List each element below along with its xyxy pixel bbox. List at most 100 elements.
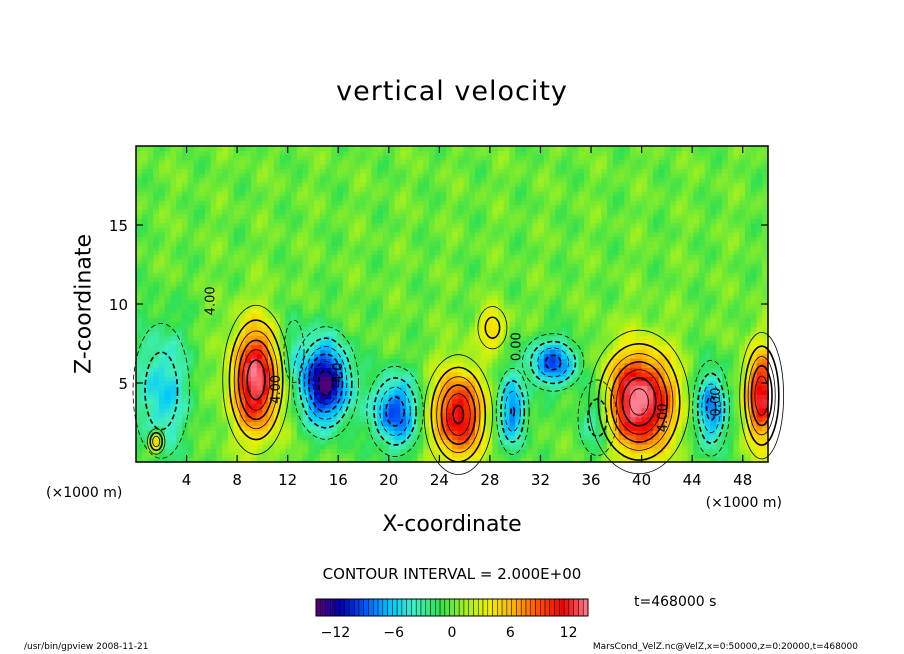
- heatmap-cell: [279, 290, 286, 296]
- heatmap-cell: [383, 254, 390, 260]
- heatmap-cell: [158, 430, 166, 436]
- heatmap-cell: [503, 385, 511, 391]
- heatmap-cell: [141, 150, 149, 156]
- heatmap-cell: [526, 222, 534, 228]
- heatmap-cell: [365, 416, 373, 422]
- heatmap-cell: [147, 267, 154, 273]
- heatmap-cell: [262, 353, 269, 359]
- heatmap-cell: [411, 186, 419, 192]
- heatmap-cell: [314, 218, 321, 224]
- heatmap-cell: [360, 421, 367, 427]
- heatmap-cell: [193, 448, 200, 454]
- heatmap-cell: [526, 263, 534, 269]
- heatmap-cell: [463, 362, 470, 368]
- heatmap-cell: [141, 398, 149, 404]
- heatmap-cell: [325, 146, 332, 152]
- heatmap-cell: [158, 340, 166, 346]
- heatmap-cell: [331, 150, 338, 156]
- heatmap-cell: [377, 218, 384, 224]
- heatmap-cell: [170, 249, 177, 255]
- heatmap-cell: [319, 209, 327, 215]
- heatmap-cell: [503, 218, 511, 224]
- heatmap-cell: [204, 380, 212, 386]
- heatmap-cell: [480, 313, 488, 319]
- heatmap-cell: [141, 191, 149, 197]
- heatmap-cell: [406, 412, 413, 418]
- heatmap-cell: [302, 150, 309, 156]
- heatmap-cell: [176, 421, 183, 427]
- heatmap-cell: [342, 267, 350, 273]
- heatmap-cell: [141, 376, 149, 382]
- heatmap-cell: [348, 236, 355, 242]
- heatmap-cell: [285, 380, 292, 386]
- heatmap-cell: [227, 240, 235, 246]
- heatmap-cell: [302, 254, 309, 260]
- heatmap-cell: [285, 344, 292, 350]
- heatmap-cell: [526, 299, 534, 305]
- heatmap-cell: [497, 213, 505, 219]
- heatmap-cell: [497, 258, 505, 264]
- heatmap-cell: [325, 394, 332, 400]
- heatmap-cell: [452, 412, 459, 418]
- heatmap-cell: [348, 394, 355, 400]
- heatmap-cell: [193, 403, 200, 409]
- heatmap-cell: [497, 398, 505, 404]
- heatmap-cell: [360, 385, 367, 391]
- heatmap-cell: [509, 236, 516, 242]
- heatmap-cell: [509, 222, 516, 228]
- heatmap-cell: [170, 443, 177, 450]
- heatmap-cell: [337, 376, 344, 382]
- heatmap-cell: [411, 344, 419, 350]
- heatmap-cell: [176, 294, 183, 301]
- heatmap-cell: [210, 267, 218, 273]
- heatmap-cell: [268, 272, 275, 278]
- heatmap-cell: [532, 335, 539, 341]
- heatmap-cell: [233, 425, 241, 431]
- heatmap-cell: [319, 191, 327, 197]
- heatmap-cell: [256, 267, 263, 273]
- heatmap-cell: [406, 276, 413, 283]
- heatmap-cell: [354, 204, 361, 210]
- heatmap-cell: [268, 331, 275, 337]
- heatmap-cell: [543, 344, 551, 350]
- heatmap-cell: [308, 191, 315, 197]
- heatmap-cell: [239, 218, 246, 224]
- heatmap-cell: [239, 389, 246, 395]
- heatmap-cell: [509, 218, 516, 224]
- heatmap-cell: [245, 294, 252, 301]
- heatmap-cell: [153, 168, 160, 174]
- heatmap-cell: [153, 249, 160, 255]
- heatmap-cell: [509, 177, 516, 183]
- heatmap-cell: [520, 403, 528, 409]
- heatmap-cell: [268, 340, 275, 346]
- heatmap-cell: [227, 362, 235, 368]
- heatmap-cell: [509, 164, 516, 170]
- heatmap-cell: [503, 308, 511, 314]
- heatmap-cell: [136, 416, 143, 422]
- heatmap-cell: [440, 389, 447, 395]
- heatmap-cell: [147, 385, 154, 391]
- heatmap-cell: [285, 448, 292, 454]
- heatmap-cell: [285, 317, 292, 323]
- heatmap-cell: [423, 272, 430, 278]
- heatmap-cell: [342, 317, 350, 323]
- heatmap-cell: [239, 263, 246, 269]
- heatmap-cell: [239, 195, 246, 201]
- heatmap-cell: [474, 367, 482, 373]
- heatmap-cell: [245, 439, 252, 445]
- heatmap-cell: [440, 285, 447, 292]
- heatmap-cell: [406, 155, 413, 161]
- heatmap-cell: [227, 209, 235, 215]
- heatmap-cell: [268, 294, 275, 301]
- heatmap-cell: [486, 313, 493, 319]
- heatmap-cell: [256, 430, 263, 436]
- heatmap-cell: [227, 272, 235, 278]
- heatmap-cell: [474, 173, 482, 179]
- heatmap-cell: [199, 457, 206, 463]
- heatmap-cell: [526, 340, 534, 346]
- heatmap-cell: [158, 164, 166, 170]
- heatmap-cell: [400, 380, 407, 386]
- heatmap-cell: [273, 164, 281, 170]
- heatmap-cell: [136, 290, 143, 296]
- heatmap-cell: [273, 452, 281, 459]
